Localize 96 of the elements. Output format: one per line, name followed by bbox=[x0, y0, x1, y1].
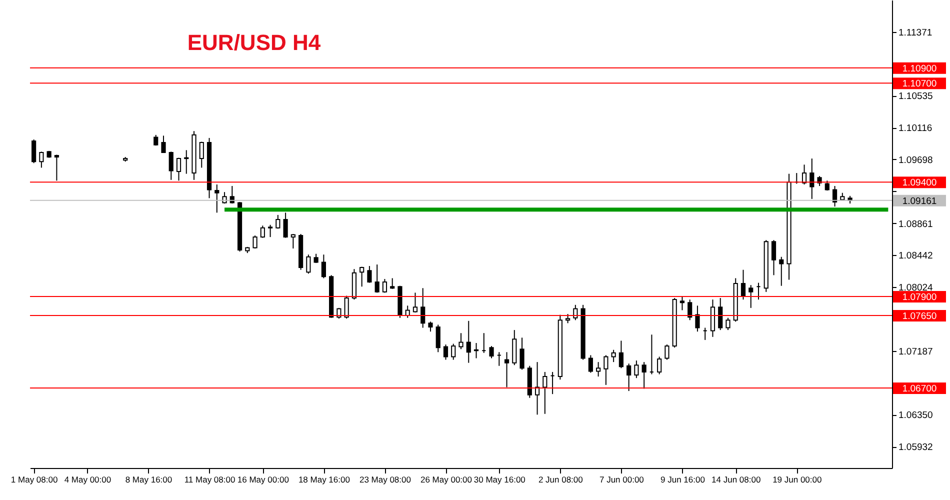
candlestick bbox=[740, 269, 746, 300]
text: EUR/USD H4 bbox=[187, 30, 322, 55]
candlestick bbox=[443, 344, 448, 360]
x-tick-label: 4 May 00:00 bbox=[64, 474, 112, 484]
candlestick bbox=[634, 360, 639, 379]
candlestick bbox=[283, 212, 288, 238]
candlestick bbox=[428, 321, 433, 332]
x-tick-label: 11 May 08:00 bbox=[184, 474, 236, 484]
candlestick bbox=[688, 299, 692, 321]
candlestick bbox=[726, 317, 730, 331]
x-tick-label: 30 May 16:00 bbox=[474, 474, 526, 484]
candlestick bbox=[710, 299, 716, 338]
candlestick bbox=[779, 256, 784, 286]
x-tick-label: 8 May 16:00 bbox=[125, 474, 172, 484]
candlestick bbox=[802, 164, 807, 185]
candlestick bbox=[748, 284, 754, 308]
candlestick bbox=[260, 225, 265, 238]
candlestick bbox=[39, 151, 44, 168]
candlestick bbox=[489, 346, 494, 359]
x-tick-label: 2 Jun 08:00 bbox=[538, 474, 584, 484]
x-tick-label: 19 Jun 00:00 bbox=[772, 474, 822, 484]
candlestick bbox=[718, 298, 723, 331]
candlestick bbox=[520, 337, 524, 370]
ref-line-label: 1.10900 bbox=[902, 63, 937, 74]
ref-line-label: 1.07650 bbox=[902, 311, 937, 322]
candlestick bbox=[268, 224, 273, 238]
y-tick-label: 1.08861 bbox=[898, 218, 933, 230]
ref-line-label: 1.09400 bbox=[902, 178, 937, 189]
candlestick bbox=[565, 314, 570, 324]
y-tick-label: 1.11371 bbox=[898, 27, 932, 38]
candlestick bbox=[664, 344, 670, 360]
candlestick bbox=[542, 371, 548, 414]
y-tick-label: 1.10535 bbox=[898, 91, 933, 102]
y-tick-label: 1.08442 bbox=[898, 250, 933, 262]
candlestick bbox=[161, 135, 166, 153]
ref-line-label: 1.09161 bbox=[902, 196, 937, 207]
candlestick bbox=[680, 296, 685, 311]
x-tick-label: 16 May 00:00 bbox=[237, 474, 290, 484]
candlestick bbox=[314, 253, 318, 264]
candlestick bbox=[657, 356, 662, 375]
candlestick bbox=[360, 266, 364, 288]
candlestick bbox=[54, 154, 59, 182]
y-tick-label: 1.05932 bbox=[898, 442, 933, 454]
candlestick bbox=[611, 349, 616, 363]
x-tick-label: 7 Jun 00:00 bbox=[599, 474, 644, 484]
candlestick bbox=[618, 340, 624, 369]
x-tick-label: 18 May 16:00 bbox=[298, 474, 350, 484]
candlestick bbox=[573, 304, 578, 321]
candlestick bbox=[420, 288, 426, 328]
candlestick bbox=[771, 240, 776, 276]
candlestick bbox=[321, 254, 326, 279]
candlestick bbox=[214, 184, 220, 214]
x-tick-label: 1 May 08:00 bbox=[10, 474, 58, 484]
candlestick bbox=[642, 362, 646, 390]
candlestick bbox=[534, 362, 540, 416]
x-tick-label: 23 May 08:00 bbox=[359, 474, 412, 484]
candlestick bbox=[32, 138, 36, 164]
candlestick bbox=[451, 343, 456, 360]
ref-line-label: 1.06700 bbox=[902, 383, 937, 394]
candlestick bbox=[832, 185, 838, 208]
candlestick bbox=[306, 254, 311, 274]
candlestick bbox=[626, 363, 632, 392]
candlestick bbox=[290, 234, 296, 249]
x-tick-label: 14 Jun 08:00 bbox=[712, 474, 761, 484]
y-tick-label: 1.06350 bbox=[898, 410, 933, 422]
candlestick bbox=[695, 305, 700, 332]
candlestick bbox=[176, 157, 182, 182]
candlestick bbox=[344, 295, 349, 320]
candlestick bbox=[374, 264, 380, 294]
ref-line-label: 1.10700 bbox=[902, 78, 937, 90]
candlestick bbox=[412, 292, 418, 314]
candlestick bbox=[474, 342, 479, 359]
candlestick bbox=[168, 151, 174, 180]
y-tick-label: 1.09698 bbox=[898, 154, 933, 166]
candlestick bbox=[436, 324, 440, 353]
candlestick bbox=[184, 150, 189, 174]
candlestick bbox=[810, 158, 814, 200]
candlestick bbox=[367, 266, 372, 284]
candlestick bbox=[390, 278, 395, 290]
y-tick-label: 1.08024 bbox=[898, 282, 933, 294]
candlestick bbox=[458, 332, 464, 350]
candlestick bbox=[604, 354, 608, 386]
x-tick-label: 26 May 00:00 bbox=[420, 474, 472, 484]
candlestick bbox=[466, 320, 471, 364]
candlestick bbox=[199, 141, 204, 168]
y-tick-label: 1.07187 bbox=[898, 346, 933, 358]
ref-line-label: 1.07900 bbox=[902, 292, 937, 303]
candlestick bbox=[252, 235, 258, 249]
candlestick bbox=[596, 362, 601, 378]
candlestick bbox=[504, 352, 510, 388]
candlestick bbox=[588, 354, 593, 374]
x-tick-label: 9 Jun 16:00 bbox=[660, 474, 706, 484]
candlestick bbox=[382, 278, 388, 294]
candlestick bbox=[276, 214, 280, 230]
y-tick-label: 1.10116 bbox=[898, 123, 932, 134]
candlestick bbox=[512, 330, 517, 366]
